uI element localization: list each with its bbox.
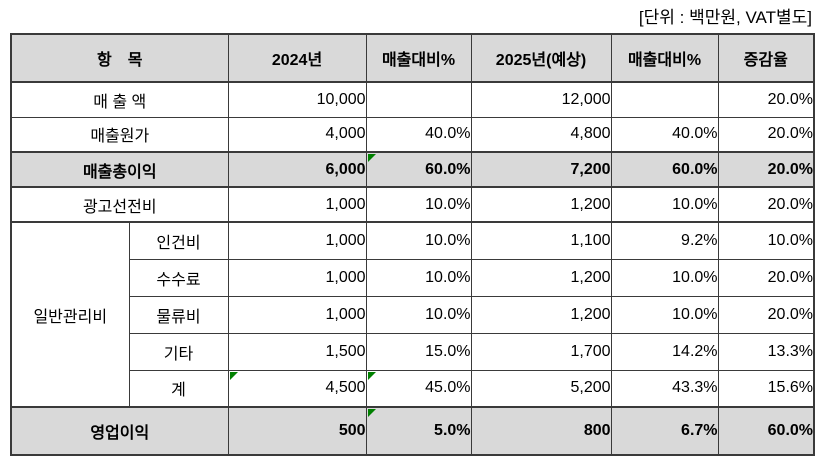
table-row-subtotal: 계 4,500 45.0% 5,200 43.3% 15.6% bbox=[11, 369, 815, 408]
row-label: 계 bbox=[128, 369, 229, 408]
cell-value: 1,000 bbox=[227, 221, 367, 260]
group-label-general-admin: 일반관리비 bbox=[10, 221, 130, 408]
cell-value: 60.0% bbox=[717, 406, 815, 456]
cell-value: 40.0% bbox=[365, 116, 472, 153]
row-label: 매출총이익 bbox=[10, 151, 229, 188]
green-corner-marker-icon bbox=[229, 371, 238, 380]
cell-value: 10.0% bbox=[365, 258, 472, 297]
cell-value: 9.2% bbox=[610, 221, 719, 260]
cell-value: 1,500 bbox=[227, 332, 367, 371]
cell-value: 1,200 bbox=[470, 258, 612, 297]
unit-note: [단위 : 백만원, VAT별도] bbox=[638, 8, 812, 27]
header-2025-forecast: 2025년(예상) bbox=[470, 33, 612, 83]
cell-value bbox=[610, 81, 719, 118]
cell-value: 5.0% bbox=[365, 406, 472, 456]
cell-value: 1,100 bbox=[470, 221, 612, 260]
cell-value: 10.0% bbox=[365, 186, 472, 223]
cell-value: 10.0% bbox=[610, 295, 719, 334]
table-row: 광고선전비 1,000 10.0% 1,200 10.0% 20.0% bbox=[10, 186, 815, 223]
table-row: 수수료 1,000 10.0% 1,200 10.0% 20.0% bbox=[11, 258, 815, 297]
green-corner-marker-icon bbox=[367, 409, 376, 417]
cell-value: 45.0% bbox=[365, 369, 472, 408]
row-label: 영업이익 bbox=[10, 406, 229, 456]
row-label: 물류비 bbox=[128, 295, 229, 334]
table-row: 물류비 1,000 10.0% 1,200 10.0% 20.0% bbox=[11, 295, 815, 334]
cell-value: 800 bbox=[470, 406, 612, 456]
cell-value: 12,000 bbox=[470, 81, 612, 118]
cell-value: 1,200 bbox=[470, 186, 612, 223]
header-ratio-2025: 매출대비% bbox=[610, 33, 719, 83]
cell-value: 1,700 bbox=[470, 332, 612, 371]
cell-value: 20.0% bbox=[717, 116, 815, 153]
cell-value: 60.0% bbox=[610, 151, 719, 188]
cell-value: 43.3% bbox=[610, 369, 719, 408]
cell-value: 15.0% bbox=[365, 332, 472, 371]
cell-value: 1,000 bbox=[227, 258, 367, 297]
header-row: 항 목 2024년 매출대비% 2025년(예상) 매출대비% 증감율 bbox=[10, 33, 815, 83]
table-row-operating-profit: 영업이익 500 5.0% 800 6.7% 60.0% bbox=[10, 406, 815, 456]
cell-value: 5,200 bbox=[470, 369, 612, 408]
cell-value: 1,200 bbox=[470, 295, 612, 334]
cell-value: 10.0% bbox=[365, 295, 472, 334]
row-label: 인건비 bbox=[128, 221, 229, 260]
row-label: 기타 bbox=[128, 332, 229, 371]
cell-value: 4,500 bbox=[227, 369, 367, 408]
row-label: 매 출 액 bbox=[10, 81, 229, 118]
cell-value: 500 bbox=[227, 406, 367, 456]
financial-table: 항 목 2024년 매출대비% 2025년(예상) 매출대비% 증감율 매 출 … bbox=[10, 33, 816, 456]
table-row: 기타 1,500 15.0% 1,700 14.2% 13.3% bbox=[11, 332, 815, 371]
cell-value: 10,000 bbox=[227, 81, 367, 118]
cell-value: 10.0% bbox=[610, 258, 719, 297]
cell-value: 6.7% bbox=[610, 406, 719, 456]
cell-value: 10.0% bbox=[717, 221, 815, 260]
header-item: 항 목 bbox=[10, 33, 229, 83]
table-row: 매 출 액 10,000 12,000 20.0% bbox=[10, 81, 815, 118]
table-row-gross-profit: 매출총이익 6,000 60.0% 7,200 60.0% 20.0% bbox=[10, 151, 815, 188]
cell-value: 20.0% bbox=[717, 151, 815, 188]
header-2024: 2024년 bbox=[227, 33, 367, 83]
header-ratio-2024: 매출대비% bbox=[365, 33, 472, 83]
cell-value: 20.0% bbox=[717, 81, 815, 118]
cell-value: 7,200 bbox=[470, 151, 612, 188]
cell-value: 60.0% bbox=[365, 151, 472, 188]
cell-value: 13.3% bbox=[717, 332, 815, 371]
cell-value: 20.0% bbox=[717, 186, 815, 223]
row-label: 매출원가 bbox=[10, 116, 229, 153]
table-row: 일반관리비 인건비 1,000 10.0% 1,100 9.2% 10.0% bbox=[10, 221, 815, 408]
cell-value bbox=[365, 81, 472, 118]
cell-value: 1,000 bbox=[227, 295, 367, 334]
green-corner-marker-icon bbox=[367, 154, 376, 162]
cell-value: 4,000 bbox=[227, 116, 367, 153]
green-corner-marker-icon bbox=[367, 371, 376, 380]
cell-value: 20.0% bbox=[717, 258, 815, 297]
cell-value: 4,800 bbox=[470, 116, 612, 153]
cell-value: 40.0% bbox=[610, 116, 719, 153]
header-growth-rate: 증감율 bbox=[717, 33, 815, 83]
cell-value: 10.0% bbox=[365, 221, 472, 260]
table-row: 매출원가 4,000 40.0% 4,800 40.0% 20.0% bbox=[10, 116, 815, 153]
cell-value: 15.6% bbox=[717, 369, 815, 408]
row-label: 광고선전비 bbox=[10, 186, 229, 223]
cell-value: 20.0% bbox=[717, 295, 815, 334]
cell-value: 10.0% bbox=[610, 186, 719, 223]
cell-value: 6,000 bbox=[227, 151, 367, 188]
cell-value: 14.2% bbox=[610, 332, 719, 371]
cell-value: 1,000 bbox=[227, 186, 367, 223]
row-label: 수수료 bbox=[128, 258, 229, 297]
